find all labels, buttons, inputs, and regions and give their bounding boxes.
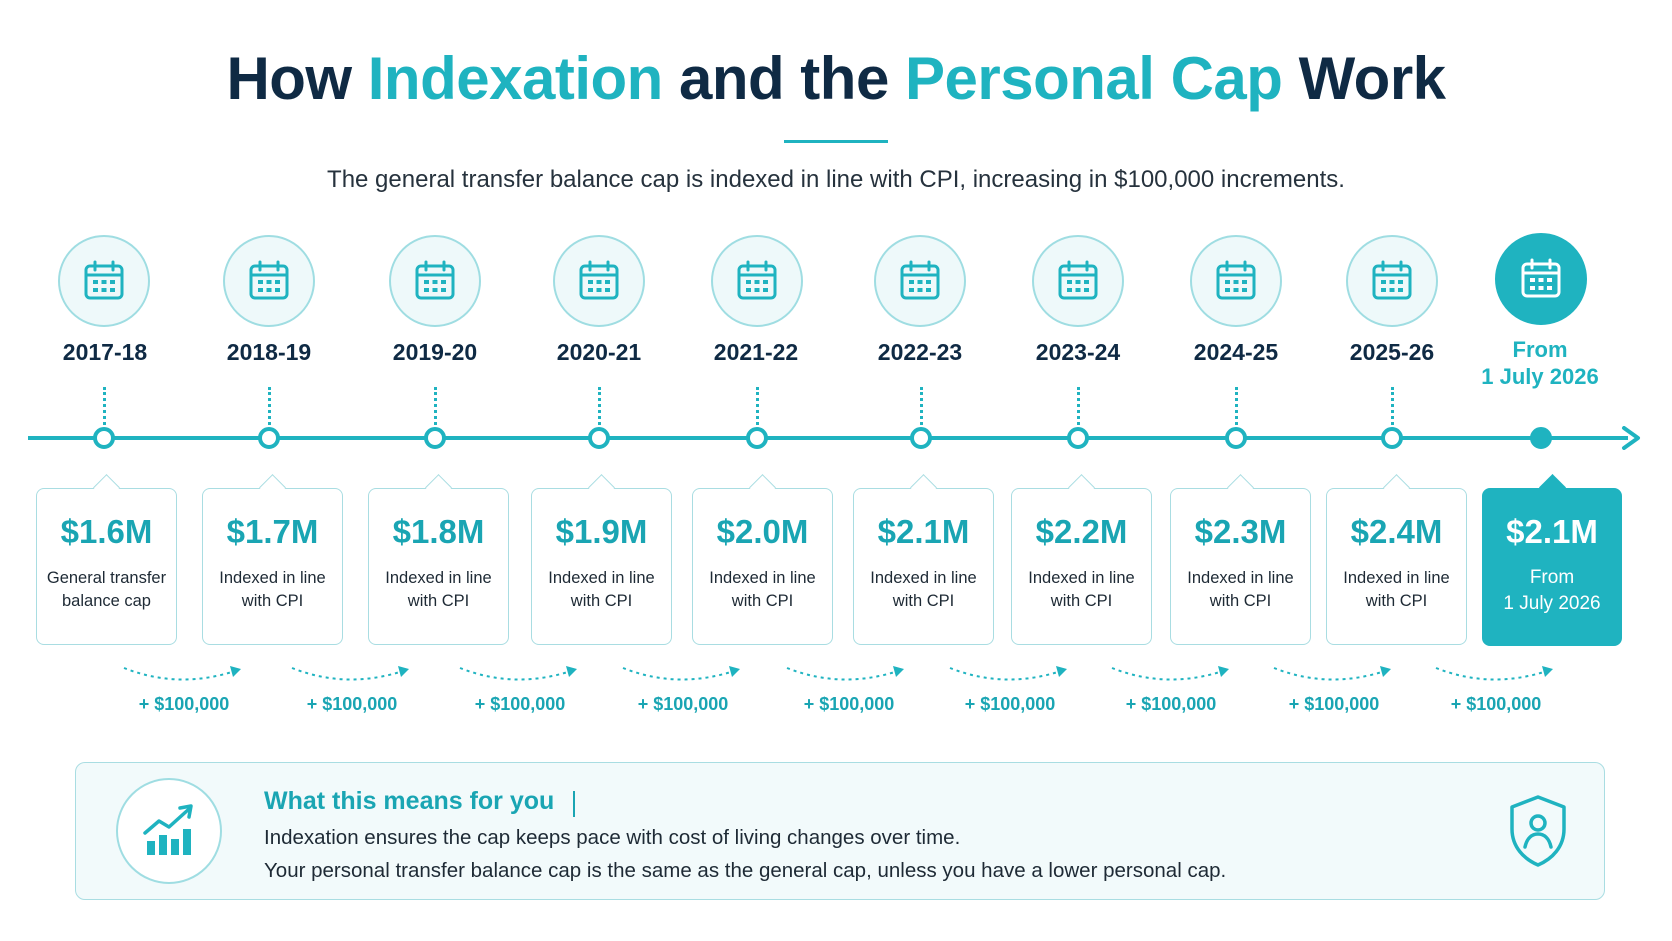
calendar-icon (874, 235, 966, 327)
year-label: 2021-22 (713, 339, 799, 365)
year-label: From 1 July 2026 (1481, 337, 1599, 389)
calendar-icon (1495, 233, 1587, 325)
calendar-icon (711, 235, 803, 327)
calendar-icon (553, 235, 645, 327)
page-title: How Indexation and the Personal Cap Work (226, 45, 1446, 112)
cap-description: Indexed in line with CPI (1028, 569, 1135, 610)
calendar-icon (389, 235, 481, 327)
cap-card: $1.6M General transfer balance cap (36, 488, 177, 645)
year-label: 2018-19 (226, 339, 312, 365)
info-panel: What this means for you Indexation ensur… (75, 762, 1605, 900)
year-label: 2022-23 (877, 339, 963, 365)
connector-dots (103, 387, 106, 425)
cap-value: $1.8M (392, 513, 485, 550)
cap-value: $1.7M (226, 513, 319, 550)
cap-value: $2.1M (877, 513, 970, 550)
cap-card: $2.1M From 1 July 2026 (1482, 488, 1622, 646)
timeline-node (588, 427, 610, 449)
increment-label: + $100,000 (1450, 694, 1542, 714)
cap-card: $2.2M Indexed in line with CPI (1011, 488, 1152, 645)
increment-arrow-icon (1111, 666, 1229, 681)
cap-description: Indexed in line with CPI (1187, 569, 1294, 610)
cap-description: General transfer balance cap (46, 569, 167, 610)
timeline-node (424, 427, 446, 449)
timeline-node (1381, 427, 1403, 449)
year-label: 2025-26 (1349, 339, 1435, 365)
info-text: Your personal transfer balance cap is th… (264, 859, 1227, 882)
cap-description: Indexed in line with CPI (219, 569, 326, 610)
increment-arrow-icon (1435, 666, 1553, 681)
title-underline (784, 140, 888, 143)
increment-label: + $100,000 (474, 694, 566, 714)
timeline-node (258, 427, 280, 449)
increment-arrow-icon (1273, 666, 1391, 681)
calendar-icon (58, 235, 150, 327)
connector-dots (1077, 387, 1080, 425)
timeline-arrowhead-icon (1622, 426, 1640, 450)
increment-arrow-icon (949, 666, 1067, 681)
cap-description: Indexed in line with CPI (1343, 569, 1450, 610)
year-label: 2017-18 (62, 339, 148, 365)
cap-description: Indexed in line with CPI (548, 569, 655, 610)
increment-label: + $100,000 (637, 694, 729, 714)
increment-arrow-icon (123, 666, 241, 681)
year-label: 2020-21 (556, 339, 642, 365)
cap-card: $2.4M Indexed in line with CPI (1326, 488, 1467, 645)
cap-value: $1.9M (555, 513, 648, 550)
timeline-node (746, 427, 768, 449)
heading-divider (573, 791, 575, 817)
increment-label: + $100,000 (803, 694, 895, 714)
increment-label: + $100,000 (964, 694, 1056, 714)
timeline-line (28, 436, 1628, 440)
connector-dots (1235, 387, 1238, 425)
info-text: Indexation ensures the cap keeps pace wi… (264, 826, 961, 849)
cap-value: $2.0M (716, 513, 809, 550)
cap-card: $2.1M Indexed in line with CPI (853, 488, 994, 645)
increment-label: + $100,000 (1288, 694, 1380, 714)
cap-description: From 1 July 2026 (1503, 567, 1601, 614)
increment-label: + $100,000 (138, 694, 230, 714)
year-label: 2024-25 (1193, 339, 1279, 365)
connector-dots (920, 387, 923, 425)
cap-card: $2.0M Indexed in line with CPI (692, 488, 833, 645)
cap-description: Indexed in line with CPI (709, 569, 816, 610)
subtitle: The general transfer balance cap is inde… (327, 166, 1345, 193)
connector-dots (268, 387, 271, 425)
info-heading: What this means for you (264, 787, 555, 815)
increment-arrow-icon (291, 666, 409, 681)
calendar-icon (1346, 235, 1438, 327)
timeline-node (1225, 427, 1247, 449)
calendar-icon (1190, 235, 1282, 327)
cap-description: Indexed in line with CPI (870, 569, 977, 610)
cap-card: $1.9M Indexed in line with CPI (531, 488, 672, 645)
increment-label: + $100,000 (1125, 694, 1217, 714)
increment-arrow-icon (786, 666, 904, 681)
timeline-node (910, 427, 932, 449)
increment-arrow-icon (622, 666, 740, 681)
cap-description: Indexed in line with CPI (385, 569, 492, 610)
cap-value: $2.4M (1350, 513, 1443, 550)
shield-user-icon (1510, 795, 1566, 867)
cap-value: $2.2M (1035, 513, 1128, 550)
year-label: 2023-24 (1035, 339, 1121, 365)
connector-dots (1391, 387, 1394, 425)
cap-card: $1.8M Indexed in line with CPI (368, 488, 509, 645)
year-label: 2019-20 (392, 339, 478, 365)
timeline-node (1530, 427, 1552, 449)
cap-value: $1.6M (60, 513, 153, 550)
cap-card: $1.7M Indexed in line with CPI (202, 488, 343, 645)
cap-card: $2.3M Indexed in line with CPI (1170, 488, 1311, 645)
connector-dots (756, 387, 759, 425)
increment-label: + $100,000 (306, 694, 398, 714)
timeline-node (1067, 427, 1089, 449)
cap-value: $2.1M (1506, 513, 1598, 550)
growth-chart-icon (116, 778, 222, 884)
cap-value: $2.3M (1194, 513, 1287, 550)
calendar-icon (223, 235, 315, 327)
connector-dots (598, 387, 601, 425)
timeline-node (93, 427, 115, 449)
connector-dots (434, 387, 437, 425)
calendar-icon (1032, 235, 1124, 327)
increment-arrow-icon (459, 666, 577, 681)
